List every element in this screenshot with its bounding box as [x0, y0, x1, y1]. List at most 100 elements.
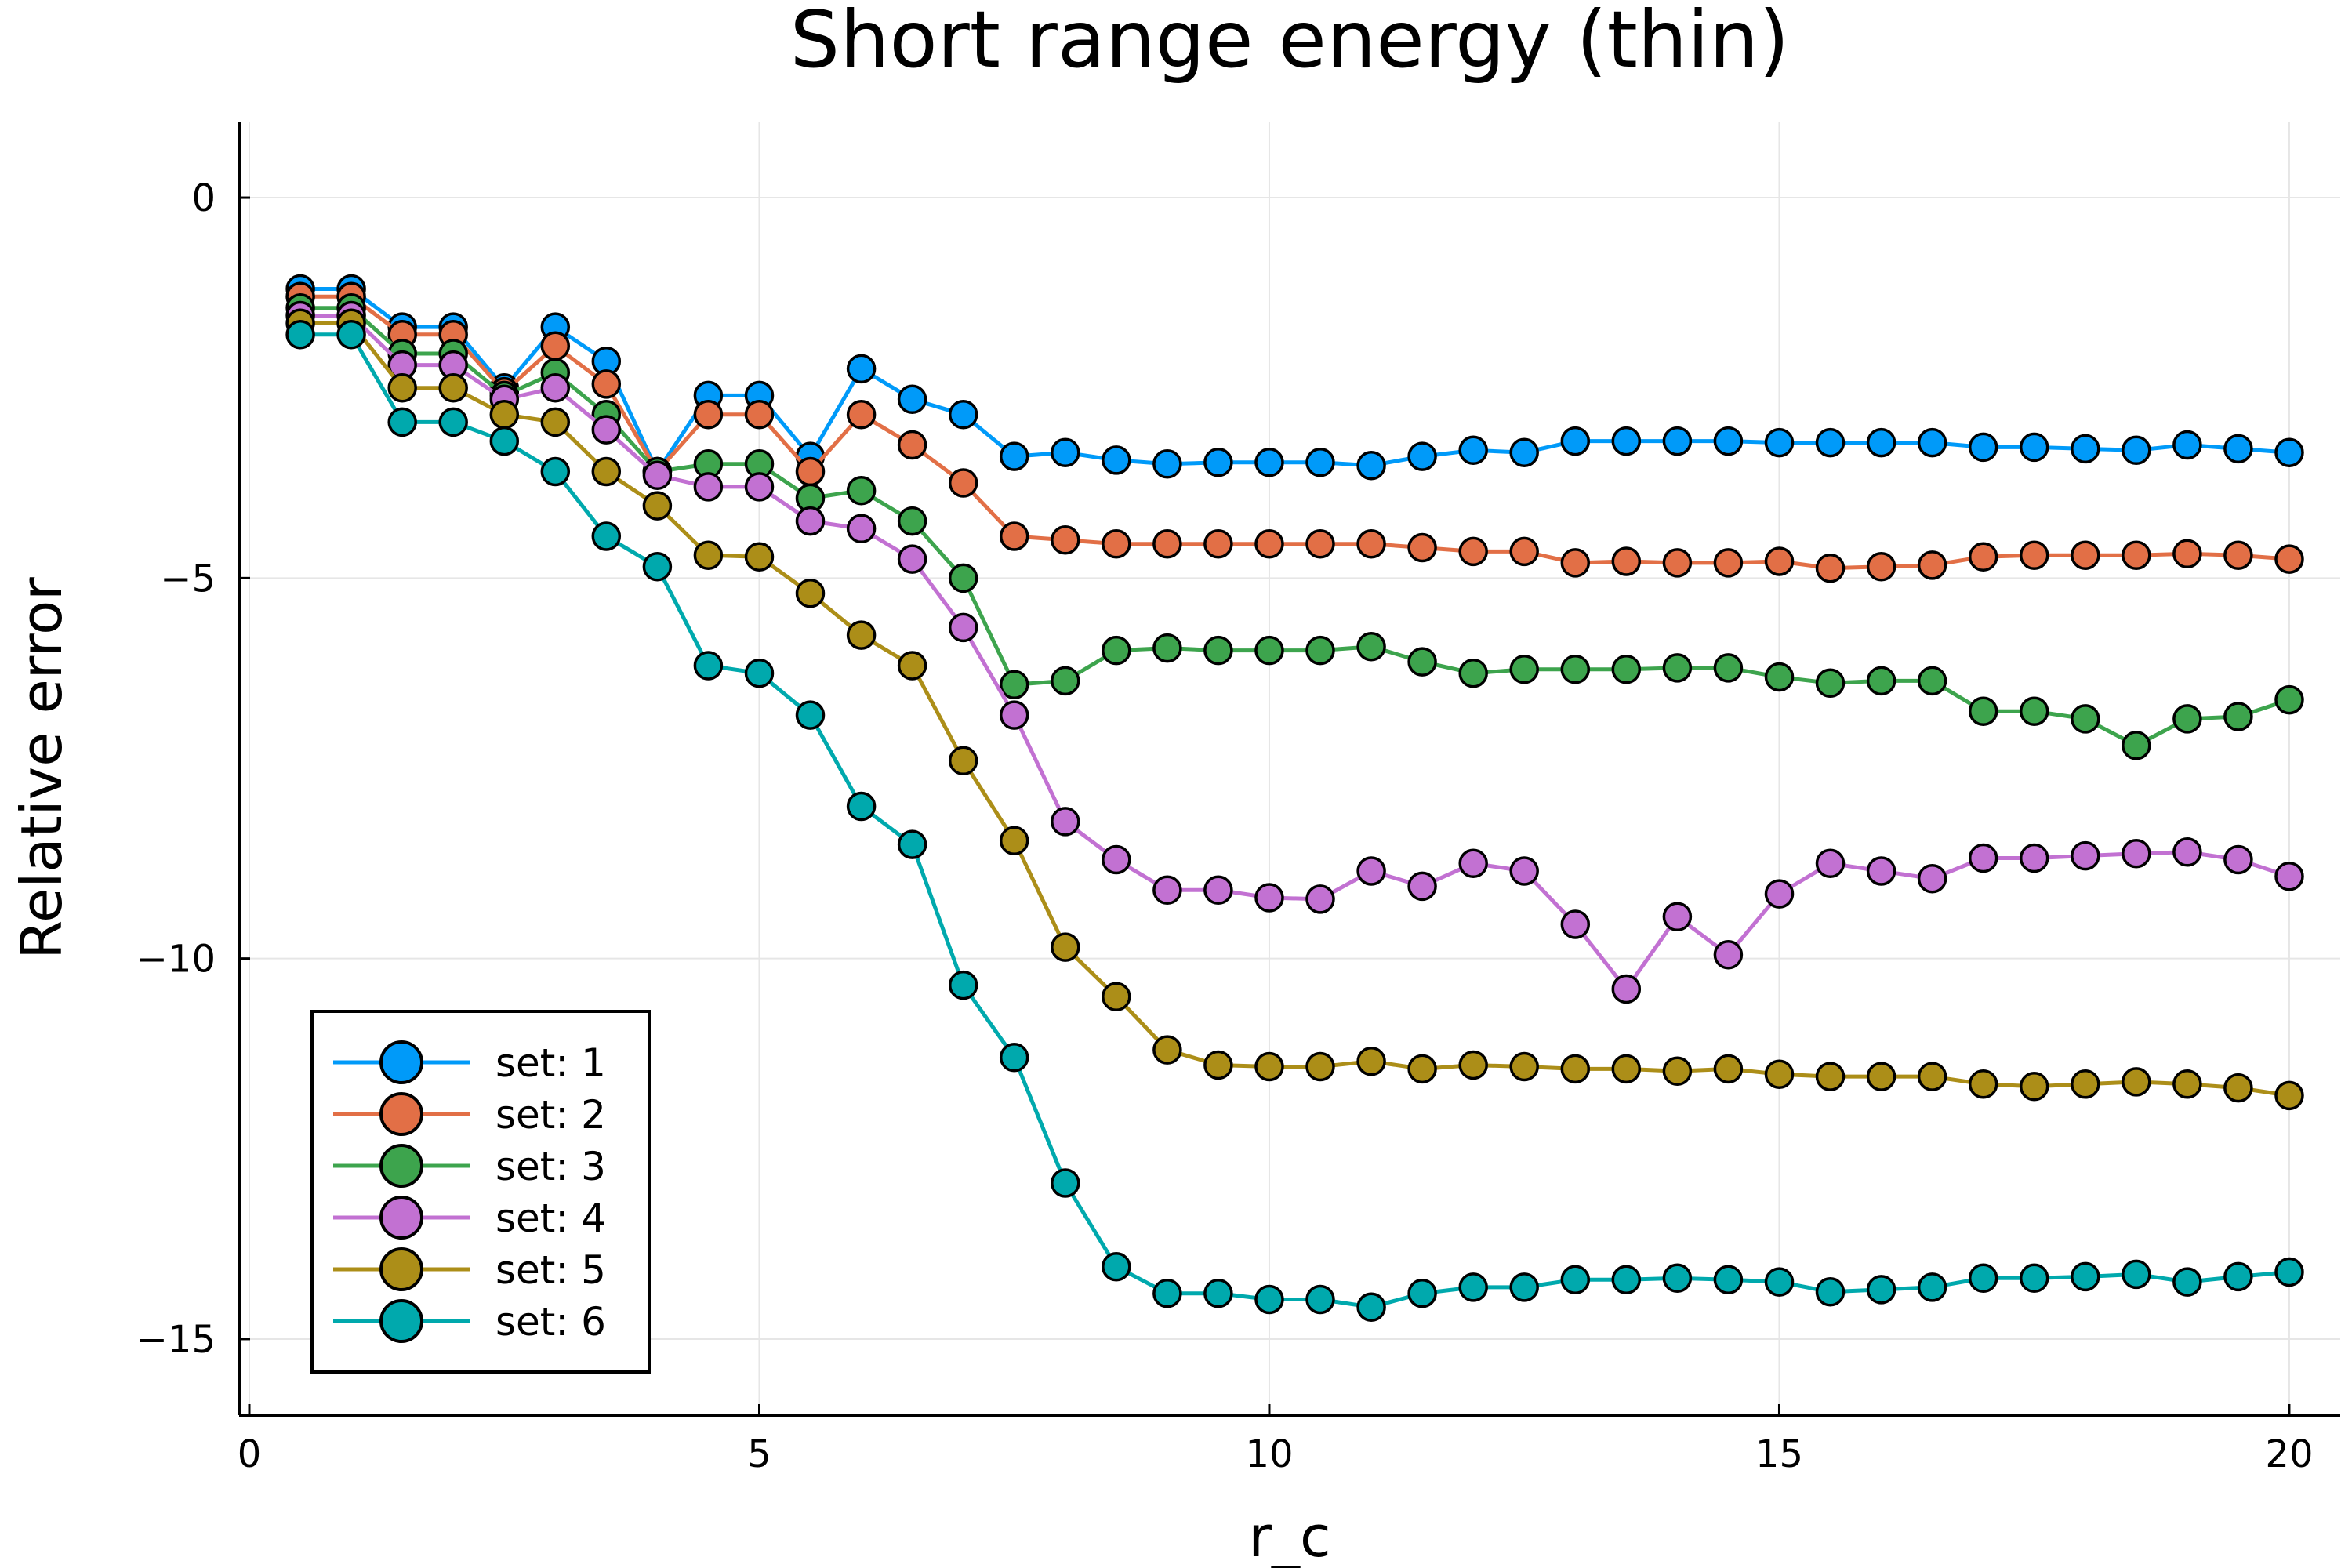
data-point	[2172, 1267, 2202, 1297]
data-point	[1509, 536, 1539, 567]
data-point	[1815, 553, 1846, 583]
legend-item: set: 5	[333, 1247, 606, 1293]
data-point	[897, 506, 927, 536]
data-point	[999, 441, 1029, 471]
data-point	[2122, 1259, 2151, 1290]
data-point	[2122, 540, 2151, 570]
data-point	[1866, 666, 1896, 696]
data-point	[2122, 838, 2151, 869]
legend-label: set: 5	[495, 1247, 606, 1293]
data-point	[1713, 1054, 1744, 1084]
series-5	[285, 308, 2304, 1111]
data-point	[1866, 856, 1896, 886]
data-point	[2019, 843, 2049, 873]
data-point	[2223, 1073, 2253, 1103]
data-point	[897, 829, 927, 859]
data-point	[1968, 843, 1998, 873]
data-point	[2223, 844, 2253, 875]
x-tick-label: 15	[1755, 1432, 1803, 1476]
data-point	[744, 399, 775, 430]
data-point	[1560, 909, 1591, 939]
x-tick-label: 20	[2265, 1432, 2313, 1476]
legend-item: set: 6	[333, 1299, 606, 1345]
data-point	[1458, 848, 1488, 879]
data-point	[1152, 1278, 1182, 1308]
series-1	[285, 274, 2304, 487]
data-point	[1051, 932, 1080, 962]
data-point	[2223, 1261, 2253, 1292]
data-point	[591, 521, 622, 551]
legend-label: set: 6	[495, 1299, 606, 1345]
data-point	[846, 399, 877, 430]
data-point	[336, 320, 366, 350]
data-point	[2019, 1263, 2049, 1294]
data-point	[438, 372, 468, 403]
legend-label: set: 2	[495, 1092, 606, 1138]
y-tick-label: 0	[191, 176, 216, 220]
data-point	[1051, 1168, 1080, 1198]
data-point	[1152, 528, 1182, 559]
data-point	[540, 456, 571, 487]
legend-box	[310, 1010, 651, 1374]
data-point	[2071, 704, 2100, 734]
data-point	[795, 579, 826, 608]
data-point	[2223, 434, 2253, 464]
data-point	[1968, 696, 1998, 726]
legend-marker	[379, 1196, 423, 1240]
data-point	[1051, 525, 1080, 555]
data-point	[1356, 450, 1386, 481]
data-point	[897, 544, 927, 574]
legend-label: set: 4	[495, 1196, 606, 1241]
data-point	[1662, 1056, 1693, 1087]
data-point	[1051, 437, 1080, 467]
data-point	[1102, 528, 1131, 559]
data-point	[591, 456, 622, 487]
data-point	[2172, 1069, 2202, 1099]
series-3	[285, 293, 2304, 760]
series-group	[285, 274, 2304, 1322]
data-point	[2071, 1261, 2100, 1292]
data-point	[591, 415, 622, 445]
data-point	[1152, 875, 1182, 906]
data-point	[1254, 883, 1284, 913]
data-point	[1356, 1292, 1386, 1322]
data-point	[1611, 655, 1642, 684]
data-point	[693, 651, 724, 681]
series-line	[300, 314, 2290, 991]
x-tick-label: 5	[747, 1432, 771, 1476]
data-point	[2071, 840, 2100, 871]
data-point	[1713, 548, 1744, 578]
data-point	[1458, 1272, 1488, 1302]
data-point	[1815, 668, 1846, 699]
data-point	[999, 521, 1029, 551]
x-axis-label: r_c	[1248, 1504, 1330, 1568]
data-point	[1815, 848, 1846, 879]
legend-marker	[379, 1247, 423, 1291]
data-point	[999, 670, 1029, 699]
data-point	[948, 468, 978, 498]
x-tick-label: 10	[1245, 1432, 1293, 1476]
data-point	[1917, 1272, 1947, 1302]
data-point	[1764, 427, 1795, 458]
data-point	[591, 369, 622, 399]
data-point	[1509, 1051, 1539, 1082]
data-point	[1764, 879, 1795, 909]
data-point	[1713, 1265, 1744, 1294]
data-point	[846, 514, 877, 544]
data-point	[948, 746, 978, 776]
legend-item: set: 3	[333, 1144, 606, 1189]
data-point	[1407, 441, 1437, 471]
data-point	[1611, 1265, 1642, 1294]
data-point	[1407, 871, 1437, 902]
data-point	[1254, 635, 1284, 666]
data-point	[1764, 546, 1795, 576]
data-point	[2274, 1257, 2304, 1287]
series-6	[285, 320, 2304, 1322]
data-point	[2122, 1067, 2151, 1097]
data-point	[2071, 540, 2100, 570]
data-point	[1356, 528, 1386, 559]
data-point	[693, 399, 724, 430]
data-point	[2223, 702, 2253, 731]
data-point	[1509, 856, 1539, 886]
data-point	[1152, 1035, 1182, 1065]
